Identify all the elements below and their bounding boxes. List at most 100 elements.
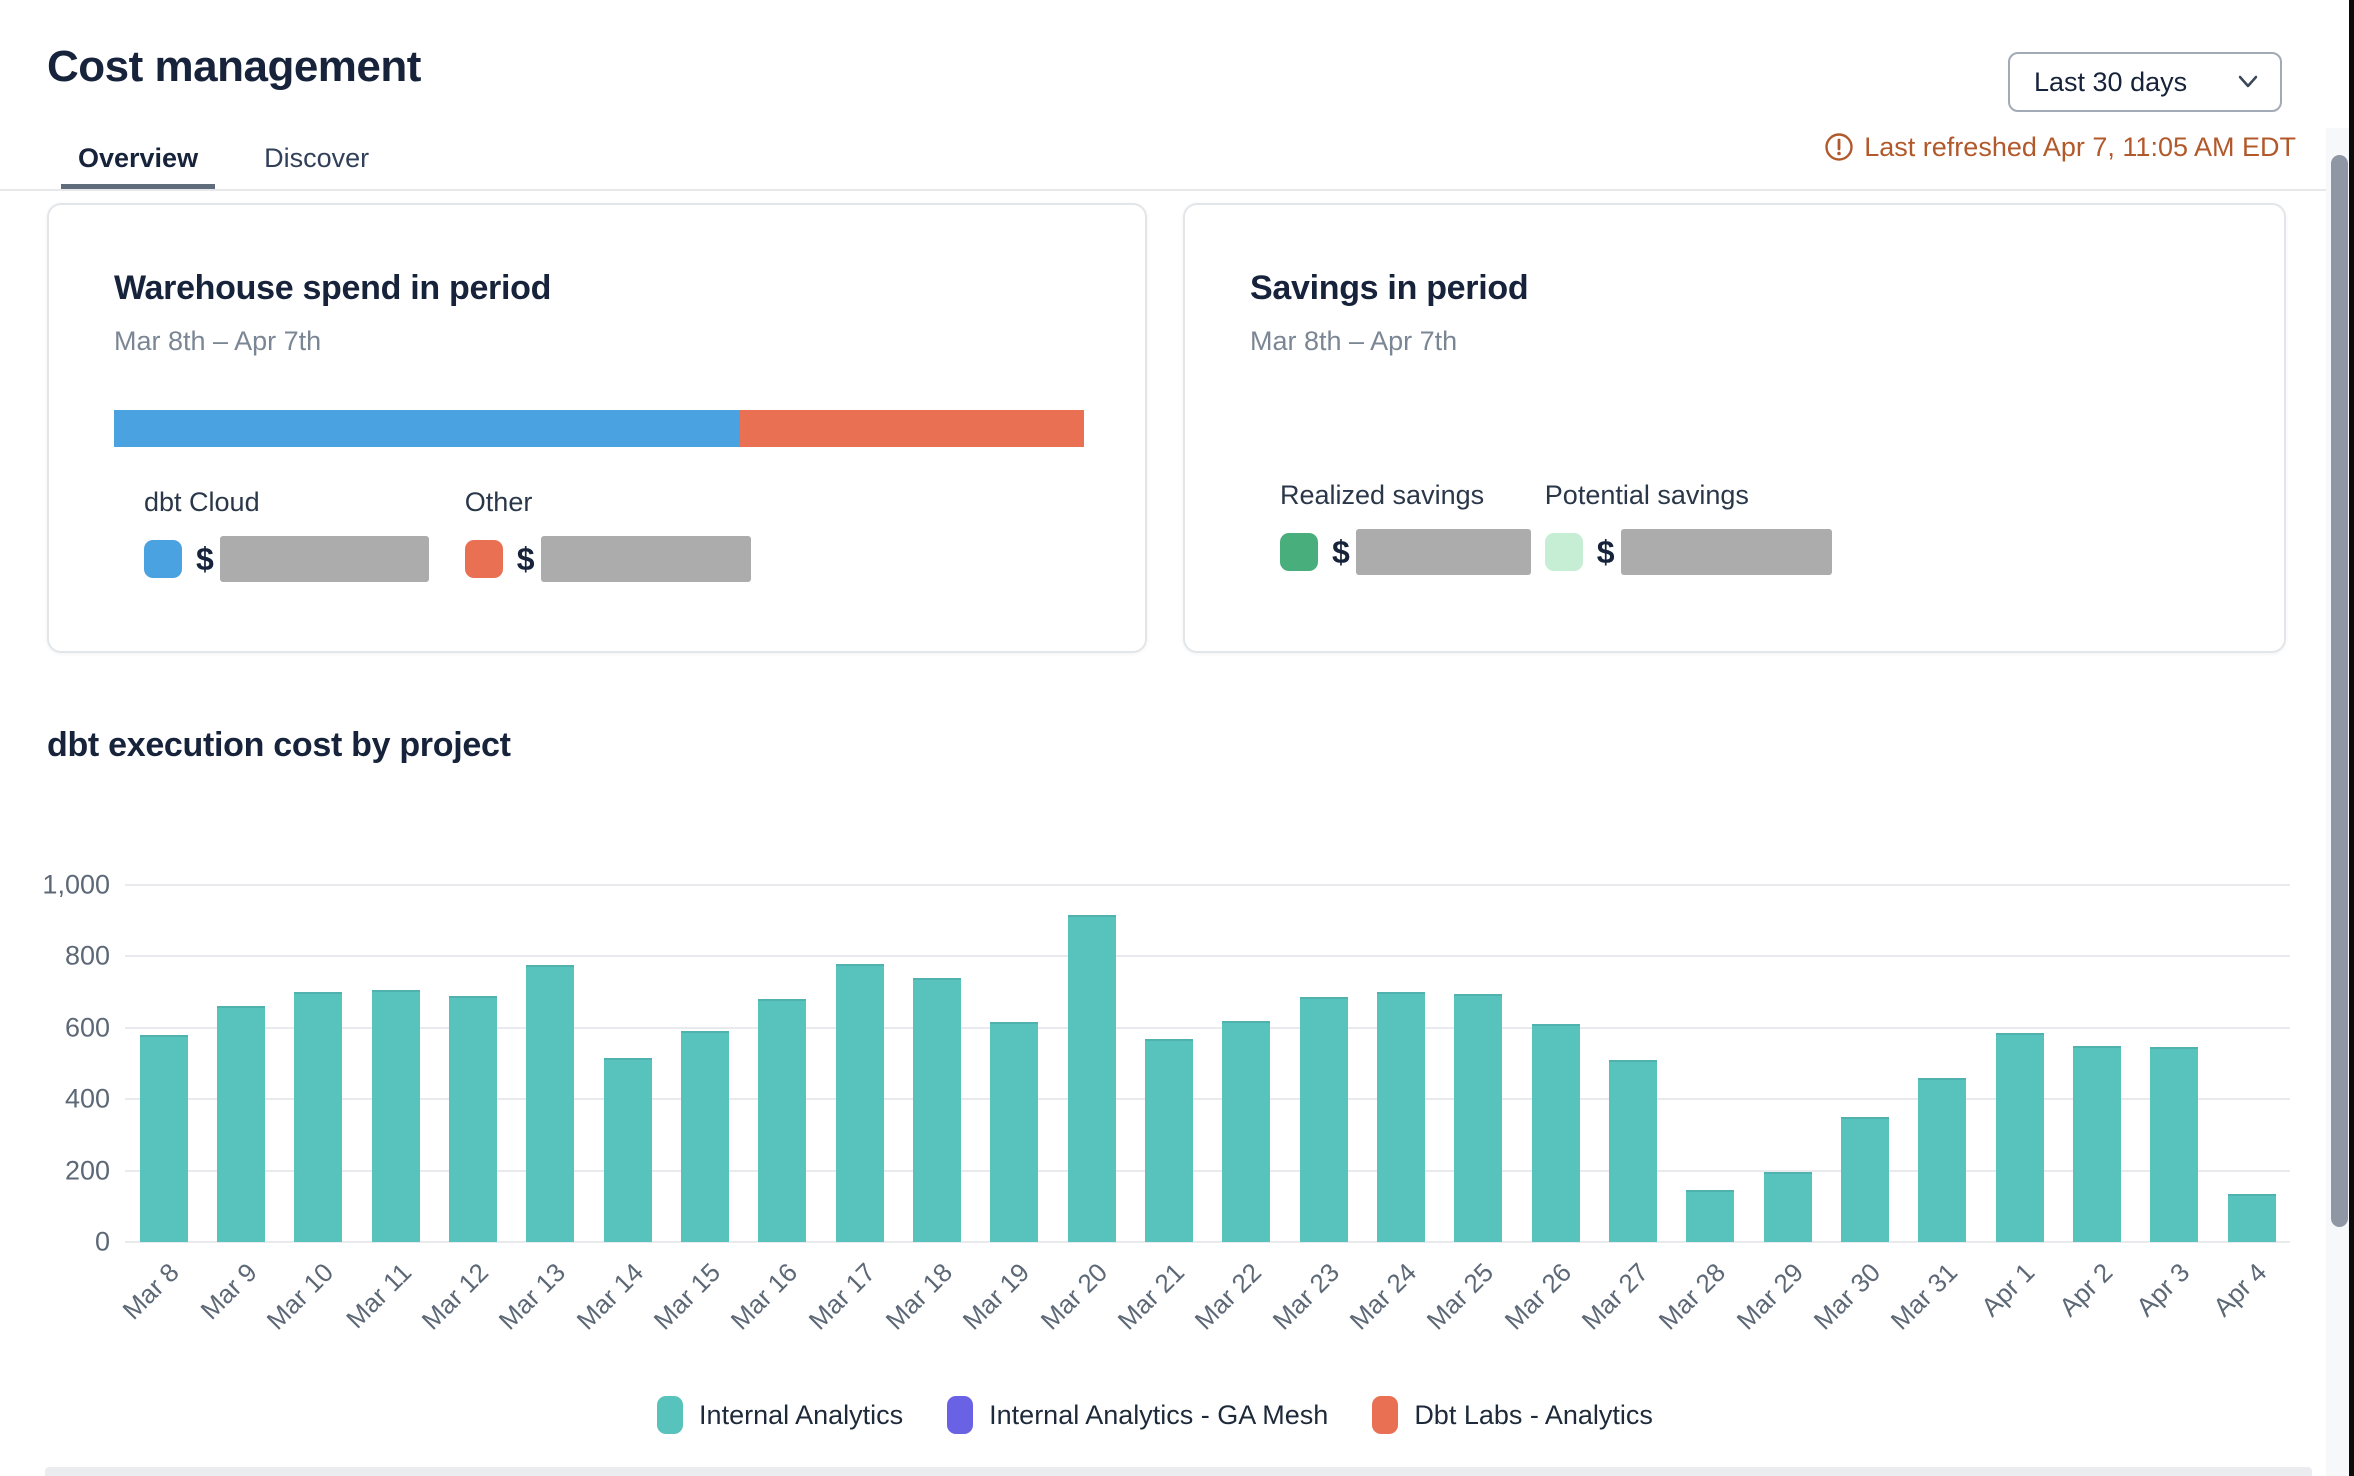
y-tick-label: 400 [64,1083,110,1114]
chart-slot-mar-10: Mar 10 [261,885,357,1335]
x-tick-label: Mar 15 [647,1257,727,1336]
chart-slot-mar-18: Mar 18 [880,885,975,1335]
bar-mar-12 [448,995,497,1242]
last-refreshed-status: Last refreshed Apr 7, 11:05 AM EDT [1824,130,2296,164]
gridline-200 [125,1169,2290,1172]
x-tick-label: Mar 14 [570,1257,649,1336]
chart-legend-item-internal-analytics[interactable]: Internal Analytics [657,1396,903,1434]
bar-mar-22 [1222,1020,1271,1242]
legend-item-value-row: $ [464,536,751,582]
chart-legend-label: Internal Analytics - GA Mesh [989,1399,1329,1430]
page-title: Cost management [47,42,421,91]
legend-item-dbt-cloud: dbt Cloud $ [144,487,429,582]
x-tick-label: Mar 18 [879,1257,959,1336]
bar-mar-10 [294,992,343,1242]
chart-legend-item-internal-analytics-ga-mesh[interactable]: Internal Analytics - GA Mesh [947,1396,1328,1434]
legend-item-value-row: $ [144,536,429,582]
window-edge [2349,0,2354,1476]
x-tick-label: Mar 31 [1884,1257,1964,1336]
alert-circle-icon [1825,133,1853,161]
chart-slot-mar-19: Mar 19 [957,885,1053,1335]
chart-slot-apr-4: Apr 4 [2208,885,2290,1322]
savings-legend: Realized savings $ Potential savings $ [1280,480,2284,575]
tab-overview[interactable]: Overview [61,143,216,189]
savings-card-title: Savings in period [1250,269,1529,307]
tab-discover-label: Discover [264,143,370,173]
savings-card: Savings in period Mar 8th – Apr 7th Real… [1183,203,2286,653]
stacked-bar-segment-dbt-cloud [114,410,740,447]
chart-slot-mar-14: Mar 14 [570,885,666,1335]
x-tick-label: Mar 26 [1498,1257,1577,1336]
x-tick-label: Mar 20 [1034,1257,1113,1336]
dbt-labs-analytics-swatch-icon [1372,1396,1399,1434]
bar-mar-14 [603,1058,652,1242]
realized-savings-swatch-icon [1280,533,1318,571]
bar-mar-18 [912,977,961,1242]
chart-slot-apr-1: Apr 1 [1976,885,2058,1322]
chart-slot-apr-2: Apr 2 [2053,885,2135,1322]
y-tick-label: 1,000 [42,869,110,900]
chart-slot-mar-8: Mar 8 [117,885,202,1325]
warehouse-date-range: Mar 8th – Apr 7th [114,326,322,356]
legend-item-label: dbt Cloud [144,487,260,517]
other-swatch-icon [464,540,503,578]
chevron-down-icon [2238,75,2258,88]
warehouse-legend: dbt Cloud $ Other $ [144,487,1145,582]
period-select-dropdown[interactable]: Last 30 days [2008,52,2282,112]
y-tick-label: 800 [64,940,110,971]
x-tick-label: Mar 19 [957,1257,1036,1336]
bar-mar-31 [1918,1077,1967,1242]
x-tick-label: Mar 16 [725,1257,804,1336]
gridline-1000 [125,884,2290,886]
chart-legend-item-dbt-labs-analytics[interactable]: Dbt Labs - Analytics [1372,1396,1653,1434]
chart-y-axis: 0 200 400 600 800 1,000 [0,870,110,1257]
y-tick-label: 200 [64,1155,110,1186]
bar-mar-26 [1531,1024,1580,1242]
chart-slot-mar-30: Mar 30 [1808,885,1903,1335]
redacted-value [1355,529,1531,575]
chart-slot-mar-24: Mar 24 [1344,885,1439,1335]
x-tick-label: Apr 4 [2207,1257,2273,1323]
chart-slot-mar-22: Mar 22 [1189,885,1285,1335]
x-tick-label: Mar 23 [1266,1257,1345,1336]
tab-discover[interactable]: Discover [247,143,386,189]
last-refreshed-text: Last refreshed Apr 7, 11:05 AM EDT [1864,131,2296,162]
tab-overview-label: Overview [78,143,199,173]
bar-mar-9 [216,1006,265,1242]
chart-slot-mar-20: Mar 20 [1034,885,1130,1335]
warehouse-card-title: Warehouse spend in period [114,269,552,307]
x-tick-label: Mar 12 [415,1257,495,1336]
x-tick-label: Mar 29 [1730,1257,1809,1336]
legend-item-realized-savings: Realized savings $ [1280,480,1531,575]
x-tick-label: Mar 8 [116,1257,185,1326]
y-tick-label: 0 [94,1226,110,1257]
currency-symbol: $ [516,540,535,577]
gridline-600 [125,1026,2290,1029]
header-divider [0,189,2354,191]
bar-mar-27 [1608,1059,1657,1242]
currency-symbol: $ [196,540,214,577]
x-tick-label: Mar 11 [339,1257,417,1335]
legend-item-label: Potential savings [1544,480,1749,510]
chart-slot-mar-9: Mar 9 [194,885,279,1325]
bar-mar-16 [758,999,807,1242]
scrollbar-thumb[interactable] [2331,155,2348,1227]
x-tick-label: Mar 27 [1575,1257,1655,1336]
x-tick-label: Mar 28 [1653,1257,1732,1336]
internal-analytics-ga-mesh-swatch-icon [947,1396,974,1434]
currency-symbol: $ [1596,533,1615,570]
bar-mar-21 [1144,1038,1193,1242]
chart-slot-mar-29: Mar 29 [1730,885,1826,1335]
bar-mar-29 [1763,1172,1812,1242]
redacted-value [1620,529,1832,575]
bar-apr-1 [1995,1033,2044,1242]
chart-slot-mar-16: Mar 16 [725,885,821,1335]
legend-item-other: Other $ [464,487,751,582]
x-tick-label: Mar 25 [1421,1257,1500,1336]
legend-item-value-row: $ [1544,529,1832,575]
bar-mar-23 [1299,997,1348,1242]
potential-savings-swatch-icon [1544,533,1583,571]
chart-slot-apr-3: Apr 3 [2130,885,2213,1322]
chart-slot-mar-17: Mar 17 [802,885,898,1335]
